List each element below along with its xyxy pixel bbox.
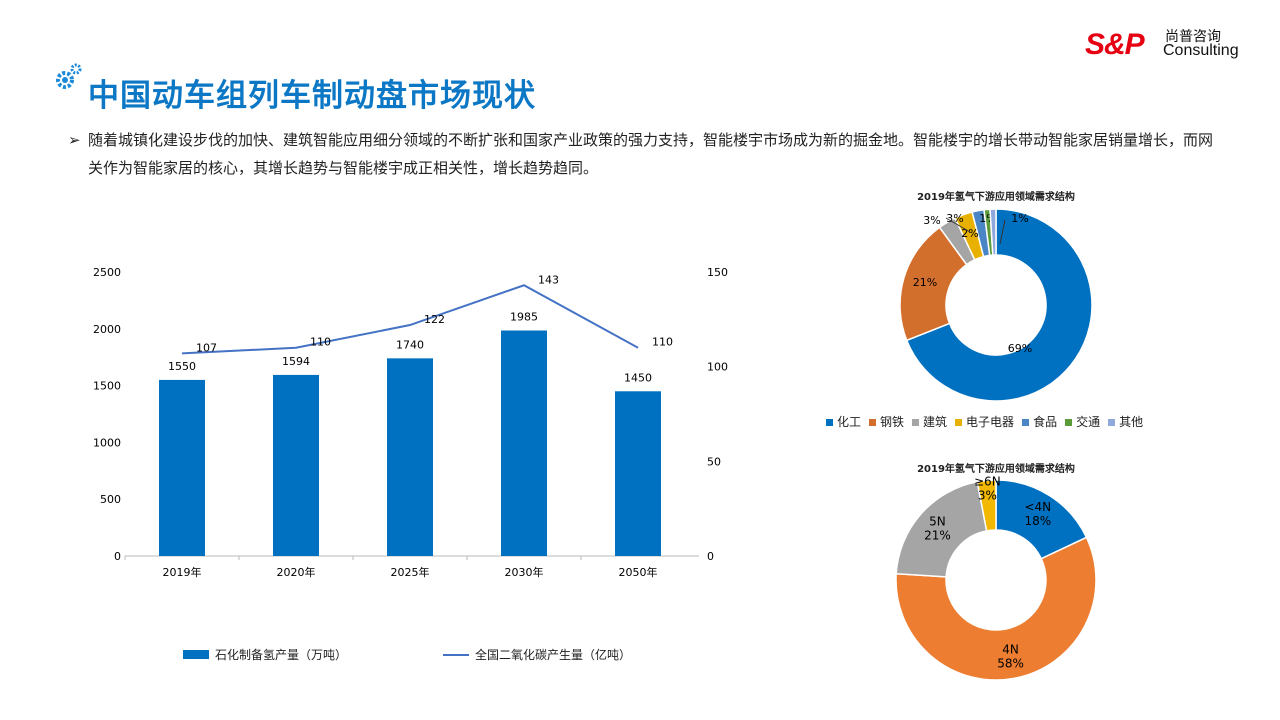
x-tick-label: 2019年	[163, 565, 202, 579]
bar	[273, 374, 319, 556]
y-right-tick-label: 0	[707, 550, 714, 563]
donut2-category-label: <4N	[1024, 500, 1051, 514]
y-right-tick-label: 100	[707, 361, 728, 374]
bar-data-label: 1594	[282, 355, 310, 368]
y-left-tick-label: 1500	[93, 380, 121, 393]
donut2-title: 2019年氢气下游应用领域需求结构	[917, 464, 1075, 475]
donut1-legend-item: 交通	[1065, 413, 1100, 430]
legend-bar-swatch	[183, 650, 209, 659]
x-tick-label: 2020年	[277, 565, 316, 579]
y-left-tick-label: 2000	[93, 323, 121, 336]
donut1-legend-item: 其他	[1108, 413, 1143, 430]
bullet-paragraph: ➢ 随着城镇化建设步伐的加快、建筑智能应用细分领域的不断扩张和国家产业政策的强力…	[68, 126, 1218, 182]
legend-line-label: 全国二氧化碳产生量（亿吨）	[475, 648, 632, 662]
y-left-tick-label: 2500	[93, 266, 121, 279]
legend-bar: 石化制备氢产量（万吨）	[183, 646, 347, 663]
bar	[159, 379, 205, 556]
y-left-tick-label: 0	[114, 550, 121, 563]
bar	[387, 358, 433, 556]
line-data-label: 110	[310, 336, 331, 349]
legend-line: 全国二氧化碳产生量（亿吨）	[443, 646, 631, 663]
donut1-legend-item: 化工	[826, 413, 861, 430]
line-data-label: 110	[652, 336, 673, 349]
logo-cn: 尚普咨询	[1165, 29, 1221, 45]
x-tick-label: 2050年	[619, 565, 658, 579]
donut1-legend-item: 钢铁	[869, 413, 904, 430]
y-left-tick-label: 500	[100, 493, 121, 506]
leader-line	[945, 217, 971, 233]
y-right-tick-label: 50	[707, 455, 721, 468]
donut1-data-label: 1%	[1011, 212, 1028, 225]
donut2-category-label: 4N	[1002, 643, 1019, 657]
arrow-bullet-icon: ➢	[68, 131, 81, 149]
line-data-label: 143	[538, 273, 559, 286]
donut2-category-label: 5N	[929, 514, 946, 528]
donut1-legend-item: 电子电器	[955, 413, 1014, 430]
donut1-legend-item: 建筑	[912, 413, 947, 430]
donut1-data-label: 21%	[913, 276, 937, 289]
page-title: 中国动车组列车制动盘市场现状	[88, 78, 536, 114]
legend-bar-label: 石化制备氢产量（万吨）	[215, 648, 348, 662]
line-series	[181, 284, 639, 355]
donut1-data-label: 3%	[923, 214, 940, 227]
bullet-text: 随着城镇化建设步伐的加快、建筑智能应用细分领域的不断扩张和国家产业政策的强力支持…	[88, 131, 1214, 177]
donut1-title: 2019年氢气下游应用领域需求结构	[917, 192, 1075, 203]
bar-data-label: 1740	[396, 338, 424, 351]
line-data-label: 122	[424, 313, 445, 326]
gear-icon	[56, 63, 82, 89]
bar-data-label: 1985	[510, 311, 538, 324]
donut1-data-label: 2%	[961, 227, 978, 240]
donut2-slice	[895, 536, 1097, 681]
donut1-slice	[989, 208, 997, 256]
donut1-legend-item: 食品	[1022, 413, 1057, 430]
x-tick-label: 2030年	[505, 565, 544, 579]
donut1-slice	[905, 208, 1093, 402]
logo-brand: S&P	[1085, 28, 1145, 61]
donut2-data-label: 18%	[1024, 514, 1051, 528]
x-tick-label: 2025年	[391, 565, 430, 579]
bar-data-label: 1450	[624, 371, 652, 384]
y-right-tick-label: 150	[707, 266, 728, 279]
bar-data-label: 1550	[168, 360, 196, 373]
logo-en: Consulting	[1163, 42, 1239, 59]
legend-line-swatch	[443, 653, 469, 656]
bar	[501, 330, 547, 556]
donut1-data-label: 3%	[946, 212, 963, 225]
bar	[615, 391, 661, 556]
donut2-category-label: ≥6N	[974, 474, 1001, 488]
company-logo: S&P 尚普咨询 Consulting	[1085, 26, 1245, 66]
donut2-data-label: 21%	[924, 528, 951, 542]
line-data-label: 107	[196, 341, 217, 354]
donut1-data-label: 69%	[1008, 342, 1032, 355]
donut1-legend: 化工 钢铁 建筑 电子电器 食品 交通 其他	[826, 413, 1143, 430]
donut2-data-label: 58%	[997, 657, 1024, 671]
donut2-data-label: 3%	[978, 488, 997, 502]
y-left-tick-label: 1000	[93, 436, 121, 449]
donut2-slice	[976, 479, 997, 532]
leader-line	[999, 219, 1006, 245]
